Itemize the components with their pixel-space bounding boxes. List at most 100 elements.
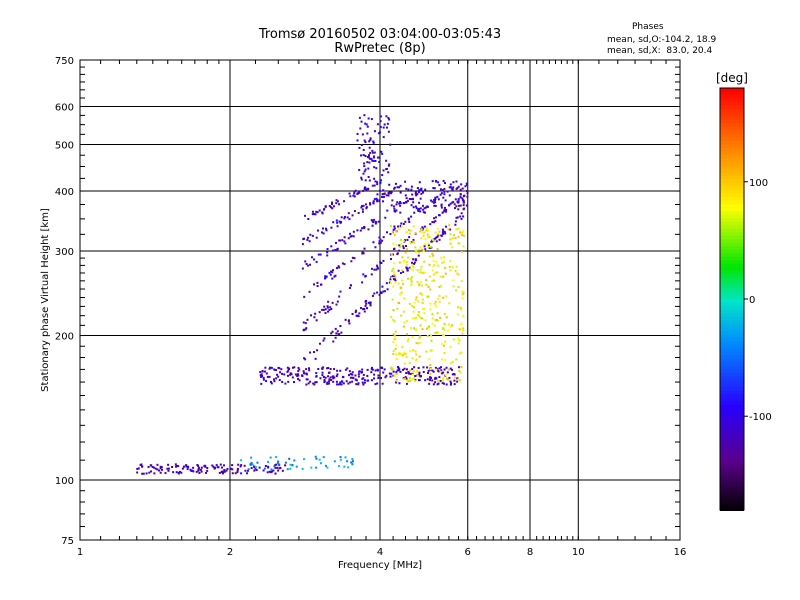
data-point — [186, 468, 189, 471]
data-point — [387, 194, 390, 197]
data-point — [413, 327, 416, 330]
colorbar-segment — [720, 365, 744, 371]
data-point — [372, 202, 375, 205]
colorbar-segment — [720, 411, 744, 417]
data-point — [399, 272, 402, 275]
data-point — [250, 462, 253, 465]
data-point — [461, 290, 464, 293]
colorbar-segment — [720, 105, 744, 111]
data-point — [374, 222, 377, 225]
data-point — [454, 236, 457, 239]
data-point — [386, 288, 389, 291]
data-point — [370, 366, 373, 369]
data-point — [430, 349, 433, 352]
colorbar-tick-label: 100 — [749, 178, 768, 189]
data-point — [462, 327, 465, 330]
data-point — [333, 460, 336, 463]
data-point — [383, 123, 386, 126]
data-point — [404, 194, 407, 197]
data-point — [417, 311, 420, 314]
data-point — [324, 312, 327, 315]
data-point — [378, 236, 381, 239]
data-point — [441, 379, 444, 382]
data-point — [401, 345, 404, 348]
data-point — [431, 322, 434, 325]
data-point — [396, 201, 399, 204]
data-point — [315, 319, 318, 322]
colorbar-segment — [720, 204, 744, 209]
data-point — [269, 366, 272, 369]
data-point — [351, 458, 354, 461]
data-point — [406, 368, 409, 371]
data-point — [466, 195, 469, 198]
data-point — [406, 340, 409, 343]
data-point — [343, 263, 346, 266]
data-point — [149, 464, 152, 467]
data-point — [363, 186, 366, 189]
data-point — [351, 376, 354, 379]
colorbar-segment — [720, 393, 744, 399]
data-point — [220, 470, 223, 473]
data-point — [403, 321, 406, 324]
data-point — [428, 382, 431, 385]
data-point — [415, 249, 418, 252]
data-point — [460, 365, 463, 368]
data-point — [388, 163, 391, 166]
data-point — [369, 304, 372, 307]
data-point — [424, 225, 427, 228]
data-point — [459, 328, 462, 331]
data-point — [379, 241, 382, 244]
data-point — [186, 465, 189, 468]
data-point — [374, 159, 377, 162]
data-point — [411, 357, 414, 360]
x-tick-label: 16 — [674, 547, 687, 558]
data-point — [288, 457, 291, 460]
data-point — [200, 470, 203, 473]
data-point — [405, 187, 408, 190]
plot-frame — [79, 59, 681, 541]
data-point — [383, 290, 386, 293]
data-point — [346, 367, 349, 370]
data-point — [399, 246, 402, 249]
data-point — [389, 224, 392, 227]
data-point — [457, 366, 460, 369]
data-point — [454, 223, 457, 226]
data-point — [442, 210, 445, 213]
colorbar-segment — [720, 263, 744, 269]
data-point — [274, 464, 277, 467]
data-point — [321, 212, 324, 215]
data-point — [446, 190, 449, 193]
data-point — [329, 206, 332, 209]
data-point — [455, 228, 458, 231]
colorbar-segment — [720, 277, 744, 283]
data-point — [427, 245, 430, 248]
colorbar-segment — [720, 376, 744, 381]
data-point — [439, 370, 442, 373]
data-point — [404, 220, 407, 223]
data-point — [426, 371, 429, 374]
data-point — [401, 256, 404, 259]
data-point — [156, 463, 159, 466]
y-tick-label: 75 — [61, 536, 74, 547]
data-point — [352, 194, 355, 197]
data-point — [440, 234, 443, 237]
data-point — [427, 325, 430, 328]
data-point — [407, 188, 410, 191]
data-point — [340, 331, 343, 334]
data-point — [358, 370, 361, 373]
data-point — [424, 379, 427, 382]
data-point — [276, 373, 279, 376]
data-point — [424, 188, 427, 191]
data-point — [405, 200, 408, 203]
data-point — [330, 332, 333, 335]
data-point — [421, 298, 424, 301]
data-point — [221, 470, 224, 473]
data-point — [433, 187, 436, 190]
colorbar-segment — [720, 193, 744, 199]
colorbar-segment — [720, 267, 744, 272]
data-point — [330, 378, 333, 381]
data-point — [370, 379, 373, 382]
data-point — [331, 375, 334, 378]
data-point — [166, 467, 169, 470]
data-point — [443, 344, 446, 347]
